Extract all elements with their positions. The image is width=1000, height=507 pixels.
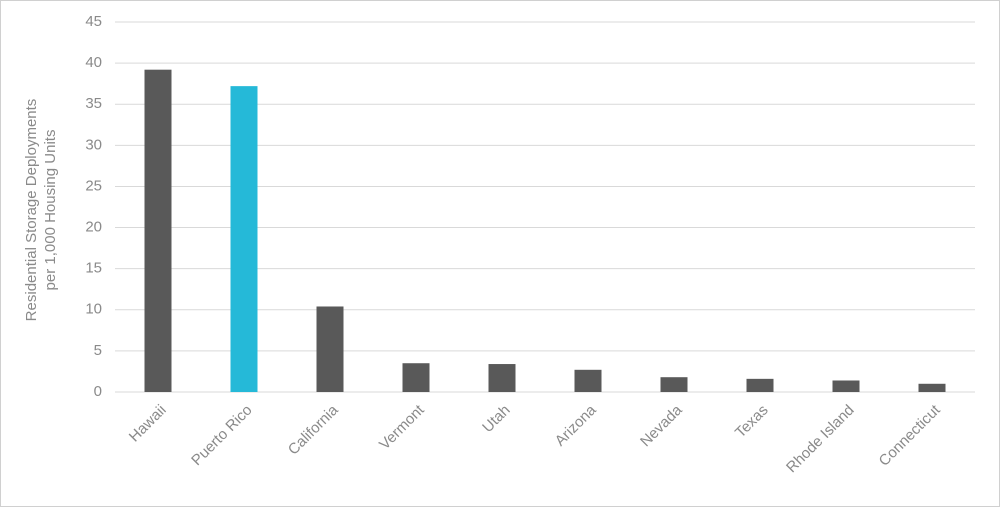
bar <box>488 364 516 392</box>
bar <box>832 380 860 392</box>
y-axis-label: Residential Storage Deployments <box>23 99 40 322</box>
y-tick-label: 15 <box>85 260 102 277</box>
y-tick-label: 5 <box>94 342 102 359</box>
y-tick-label: 35 <box>85 95 102 112</box>
y-tick-label: 0 <box>94 383 102 400</box>
y-tick-label: 40 <box>85 54 102 71</box>
bar <box>574 369 602 392</box>
bar <box>316 306 344 392</box>
y-tick-label: 10 <box>85 301 102 318</box>
bar <box>402 363 430 392</box>
bar <box>144 69 172 392</box>
y-tick-label: 45 <box>85 13 102 30</box>
bar <box>918 383 946 392</box>
bar <box>746 378 774 392</box>
bar <box>230 86 258 392</box>
y-tick-label: 20 <box>85 219 102 236</box>
bar <box>660 377 688 392</box>
y-axis-label: per 1,000 Housing Units <box>42 130 59 291</box>
y-tick-label: 25 <box>85 177 102 194</box>
y-tick-label: 30 <box>85 136 102 153</box>
